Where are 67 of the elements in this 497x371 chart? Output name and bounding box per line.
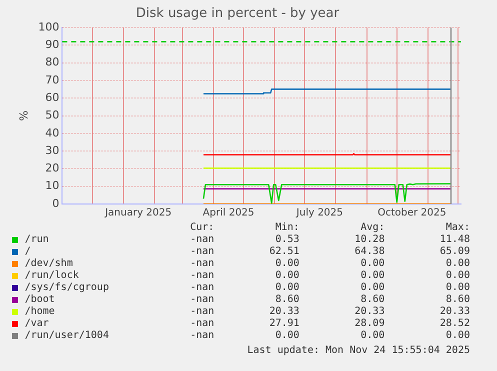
text: 0.53	[274, 234, 300, 246]
text: Last update: Mon Nov 24 15:55:04 2025	[247, 345, 470, 356]
text: 20.33	[354, 306, 385, 318]
text: 0.00	[274, 258, 300, 270]
y-tick-label: 100	[38, 20, 60, 34]
text: 0.00	[360, 270, 385, 282]
legend-label: /home	[24, 306, 56, 318]
text: Avg:	[360, 222, 385, 234]
text: 0.00	[360, 282, 385, 294]
text: -nan	[189, 270, 214, 282]
text: 8.60	[360, 294, 385, 306]
text: 0.00	[274, 330, 300, 342]
text: 0.00	[444, 258, 470, 270]
text: 27.91	[268, 318, 300, 330]
text: -nan	[189, 294, 214, 306]
text: -nan	[189, 282, 214, 294]
text: -nan	[189, 306, 214, 318]
x-tick-label: July 2025	[295, 208, 344, 219]
text: 0.00	[444, 330, 470, 342]
y-axis-title: %	[17, 110, 30, 122]
text: -nan	[189, 258, 214, 270]
legend-label: /sys/fs/cgroup	[24, 282, 110, 294]
text: 0.00	[360, 330, 385, 342]
text: 0.00	[274, 282, 300, 294]
y-tick-label: 80	[45, 56, 60, 69]
text: 65.09	[438, 246, 470, 258]
text: 0.00	[360, 258, 385, 270]
text: -nan	[189, 246, 214, 258]
text: -nan	[189, 318, 214, 330]
x-tick-label: October 2025	[378, 208, 446, 219]
legend-label: /run	[24, 234, 50, 246]
legend-label: /boot	[24, 294, 56, 306]
text: 20.33	[268, 306, 300, 318]
y-tick-label: 40	[45, 126, 60, 140]
text: 8.60	[444, 294, 470, 306]
legend-label: /var	[24, 318, 50, 330]
text: 20.33	[438, 306, 470, 318]
text: 62.51	[268, 246, 300, 258]
y-tick-label: 30	[45, 144, 60, 157]
text: Cur:	[189, 222, 214, 234]
text: 11.48	[438, 234, 470, 246]
text: 64.38	[354, 246, 385, 258]
text: Max:	[444, 222, 470, 234]
legend-label: /	[24, 246, 32, 258]
legend-label: /dev/shm	[24, 258, 74, 270]
legend-label: /run/user/1004	[24, 330, 110, 342]
x-tick-label: April 2025	[202, 208, 254, 219]
text: 0.00	[444, 270, 470, 282]
chart-title: Disk usage in percent - by year	[136, 6, 340, 22]
text: 28.09	[354, 318, 385, 330]
y-tick-label: 50	[45, 108, 60, 122]
y-tick-label: 10	[45, 179, 60, 192]
y-tick-label: 0	[52, 196, 60, 210]
text: -nan	[189, 234, 214, 246]
text: 10.28	[354, 234, 385, 246]
x-tick-label: January 2025	[104, 208, 172, 219]
y-tick-label: 60	[45, 91, 60, 104]
text: 8.60	[274, 294, 300, 306]
text: 0.00	[274, 270, 300, 282]
text: 0.00	[444, 282, 470, 294]
text: 28.52	[438, 318, 470, 330]
legend-label: /run/lock	[24, 270, 80, 282]
y-tick-label: 90	[45, 38, 60, 52]
text: -nan	[189, 330, 214, 342]
text: Min:	[274, 222, 300, 234]
y-tick-label: 20	[45, 162, 60, 175]
y-tick-label: 70	[45, 73, 60, 86]
